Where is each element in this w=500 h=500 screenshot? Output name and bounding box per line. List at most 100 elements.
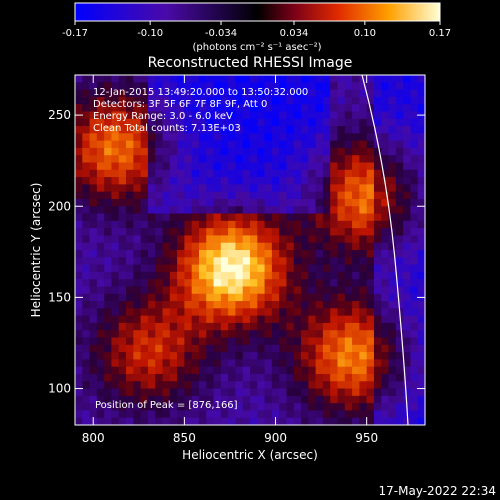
heatmap-cell — [381, 162, 389, 171]
heatmap-cell — [118, 213, 127, 222]
heatmap-cell — [191, 184, 200, 193]
heatmap-cell — [286, 410, 295, 419]
heatmap-cell — [155, 126, 163, 134]
heatmap-cell — [198, 293, 207, 302]
heatmap-cell — [388, 133, 397, 142]
heatmap-cell — [133, 403, 142, 411]
heatmap-cell — [373, 155, 382, 163]
heatmap-cell — [330, 133, 338, 142]
heatmap-cell — [359, 301, 368, 309]
heatmap-cell — [410, 96, 419, 105]
heatmap-cell — [191, 198, 200, 207]
heatmap-cell — [257, 104, 265, 112]
heatmap-cell — [82, 177, 90, 185]
heatmap-cell — [235, 184, 244, 193]
heatmap-cell — [235, 162, 244, 171]
heatmap-cell — [126, 177, 134, 185]
heatmap-cell — [381, 82, 389, 90]
heatmap-cell — [155, 279, 163, 287]
heatmap-cell — [111, 169, 120, 178]
heatmap-cell — [279, 388, 287, 397]
heatmap-cell — [293, 206, 302, 214]
heatmap-cell — [286, 133, 295, 142]
heatmap-cell — [169, 213, 178, 222]
heatmap-cell — [228, 169, 236, 178]
heatmap-cell — [381, 118, 389, 127]
heatmap-cell — [75, 235, 83, 244]
heatmap-cell — [177, 373, 185, 382]
heatmap-cell — [417, 388, 426, 397]
heatmap-cell — [213, 293, 222, 302]
heatmap-cell — [344, 228, 353, 236]
heatmap-cell — [155, 293, 163, 302]
heatmap-cell — [271, 271, 280, 280]
heatmap-cell — [279, 126, 287, 134]
heatmap-cell — [213, 352, 222, 360]
heatmap-cell — [257, 264, 265, 273]
heatmap-cell — [330, 388, 338, 397]
heatmap-cell — [133, 235, 142, 244]
heatmap-cell — [118, 184, 127, 193]
heatmap-cell — [308, 388, 317, 397]
heatmap-cell — [395, 147, 404, 156]
heatmap-cell — [330, 271, 338, 280]
heatmap-cell — [315, 75, 324, 83]
heatmap-cell — [279, 133, 287, 142]
heatmap-cell — [366, 147, 375, 156]
heatmap-cell — [126, 301, 134, 309]
heatmap-cell — [147, 271, 156, 280]
heatmap-cell — [118, 359, 127, 368]
heatmap-cell — [330, 395, 338, 404]
heatmap-cell — [359, 96, 368, 105]
heatmap-cell — [177, 155, 185, 163]
heatmap-cell — [366, 279, 375, 287]
heatmap-cell — [235, 228, 244, 236]
heatmap-cell — [381, 417, 389, 426]
heatmap-cell — [352, 264, 360, 273]
heatmap-cell — [213, 395, 222, 404]
heatmap-cell — [162, 184, 171, 193]
heatmap-cell — [410, 315, 419, 324]
heatmap-cell — [126, 220, 134, 229]
heatmap-cell — [286, 315, 295, 324]
heatmap-cell — [104, 366, 112, 375]
heatmap-cell — [118, 162, 127, 171]
heatmap-cell — [126, 206, 134, 214]
heatmap-cell — [140, 191, 149, 200]
heatmap-cell — [220, 264, 229, 273]
heatmap-cell — [352, 373, 360, 382]
heatmap-cell — [381, 359, 389, 368]
heatmap-cell — [315, 388, 324, 397]
heatmap-cell — [308, 322, 317, 331]
heatmap-cell — [177, 75, 185, 83]
heatmap-cell — [322, 191, 331, 200]
heatmap-cell — [308, 96, 317, 105]
heatmap-cell — [89, 213, 98, 222]
heatmap-cell — [104, 395, 112, 404]
heatmap-cell — [337, 257, 346, 265]
heatmap-cell — [147, 162, 156, 171]
heatmap-cell — [381, 337, 389, 346]
heatmap-cell — [373, 96, 382, 105]
heatmap-cell — [133, 198, 142, 207]
heatmap-cell — [359, 337, 368, 346]
heatmap-cell — [381, 381, 389, 389]
heatmap-cell — [322, 322, 331, 331]
heatmap-cell — [89, 337, 98, 346]
heatmap-cell — [177, 271, 185, 280]
heatmap-cell — [359, 228, 368, 236]
heatmap-cell — [359, 403, 368, 411]
heatmap-cell — [293, 403, 302, 411]
heatmap-cell — [279, 301, 287, 309]
heatmap-cell — [184, 104, 193, 112]
heatmap-cell — [184, 140, 193, 149]
heatmap-cell — [191, 301, 200, 309]
heatmap-cell — [96, 359, 105, 368]
heatmap-cell — [373, 82, 382, 90]
heatmap-cell — [388, 257, 397, 265]
heatmap-cell — [213, 140, 222, 149]
heatmap-cell — [82, 162, 90, 171]
heatmap-cell — [111, 220, 120, 229]
heatmap-cell — [330, 75, 338, 83]
heatmap-cell — [301, 126, 309, 134]
